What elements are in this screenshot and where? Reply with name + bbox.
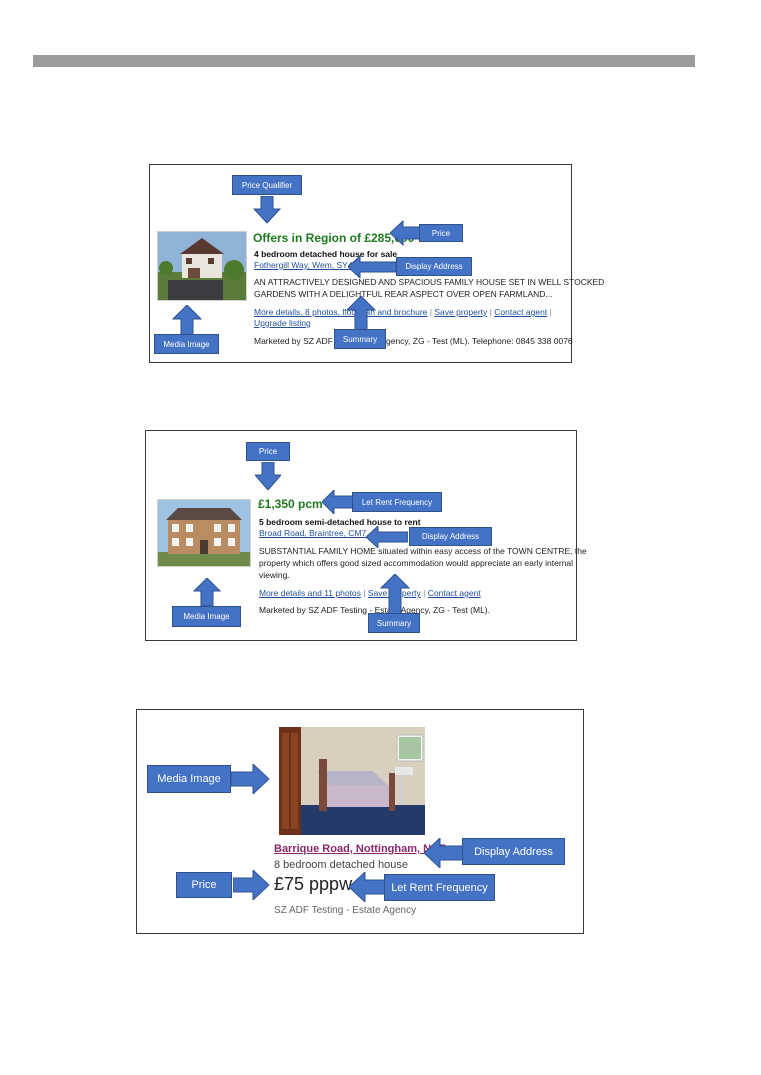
price-callout: Price [246, 442, 290, 461]
price-callout: Price [176, 872, 232, 898]
property-thumbnail[interactable] [157, 231, 247, 301]
listing-headline: 8 bedroom detached house [274, 859, 408, 871]
contact-agent-link[interactable]: Contact agent [494, 307, 548, 317]
let-rent-frequency-callout: Let Rent Frequency [384, 874, 495, 901]
agent-name: SZ ADF Testing - Estate Agency [274, 905, 417, 916]
more-details-link[interactable]: More details and 11 photos [259, 588, 361, 598]
price-qualifier-callout: Price Qualifier [232, 175, 302, 195]
up-arrow-icon [380, 574, 410, 616]
up-arrow-icon [193, 578, 221, 606]
marketed-by-right: gency, ZG - Test (ML). Telephone: 0845 3… [386, 336, 573, 346]
media-image-callout: Media Image [172, 606, 241, 627]
property-thumbnail[interactable] [157, 499, 251, 567]
right-arrow-icon [231, 764, 269, 794]
listing-price: £75 pppw [274, 874, 353, 894]
property-thumbnail[interactable] [279, 727, 425, 835]
listing-address-link[interactable]: Barrique Road, Nottingham, NG7 [274, 843, 446, 855]
let-rent-frequency-callout: Let Rent Frequency [352, 492, 442, 512]
listing-links-row: More details, 8 photos, floorplan and br… [254, 307, 552, 317]
down-arrow-icon [255, 462, 281, 490]
listing-price: Offers in Region of £285,000 [253, 231, 415, 245]
summary-callout: Summary [368, 613, 420, 633]
left-arrow-icon [424, 838, 464, 868]
sale-listing-panel: Offers in Region of £285,000 4 bedroom d… [149, 164, 604, 363]
header-bar [33, 55, 695, 67]
right-arrow-icon [233, 870, 269, 900]
left-arrow-icon [390, 220, 420, 246]
display-address-callout: Display Address [396, 257, 472, 276]
listing-links-row: More details and 11 photos | Save proper… [259, 588, 481, 598]
upgrade-listing-link[interactable]: Upgrade listing [254, 318, 311, 328]
listing-price: £1,350 pcm [258, 497, 323, 511]
rent-listing-panel: £1,350 pcm 5 bedroom semi-detached house… [145, 430, 587, 641]
contact-agent-link[interactable]: Contact agent [427, 588, 481, 598]
listing-headline: 5 bedroom semi-detached house to rent [259, 517, 421, 527]
listing-summary-line-2: property which offers good sized accommo… [259, 558, 574, 568]
left-arrow-icon [366, 526, 408, 548]
listing-address-link[interactable]: Fothergill Way, Wem, SY4 [254, 260, 353, 270]
bedroom-photo [279, 727, 425, 835]
summary-callout: Summary [334, 329, 386, 349]
marketed-by: Marketed by SZ ADF Testing - Estate Agen… [259, 605, 490, 615]
save-property-link[interactable]: Save property [434, 307, 488, 317]
left-arrow-icon [349, 872, 385, 902]
price-callout: Price [419, 224, 463, 242]
listing-headline: 4 bedroom detached house for sale [254, 249, 398, 259]
listing-address-link[interactable]: Broad Road, Braintree, CM7 [259, 528, 367, 538]
listing-summary-line-1: SUBSTANTIAL FAMILY HOME situated within … [259, 546, 587, 556]
more-details-link[interactable]: More details, 8 photos, floorplan and br… [254, 307, 428, 317]
up-arrow-icon [172, 305, 202, 335]
marketed-by-left: Marketed by SZ ADF Te [254, 336, 345, 346]
media-image-callout: Media Image [154, 334, 219, 354]
listing-summary-line-1: AN ATTRACTIVELY DESIGNED AND SPACIOUS FA… [254, 277, 605, 287]
listing-summary-line-3: viewing. [259, 570, 290, 580]
detached-house-photo [158, 232, 246, 300]
semi-detached-house-photo [158, 500, 250, 566]
display-address-callout: Display Address [462, 838, 565, 865]
down-arrow-icon [253, 196, 281, 224]
display-address-callout: Display Address [409, 527, 492, 546]
left-arrow-icon [322, 490, 356, 514]
media-image-callout: Media Image [147, 765, 231, 793]
left-arrow-icon [348, 256, 396, 278]
up-arrow-icon [346, 296, 376, 330]
listing-summary-line-2: GARDENS WITH A DELIGHTFUL REAR ASPECT OV… [254, 289, 553, 299]
